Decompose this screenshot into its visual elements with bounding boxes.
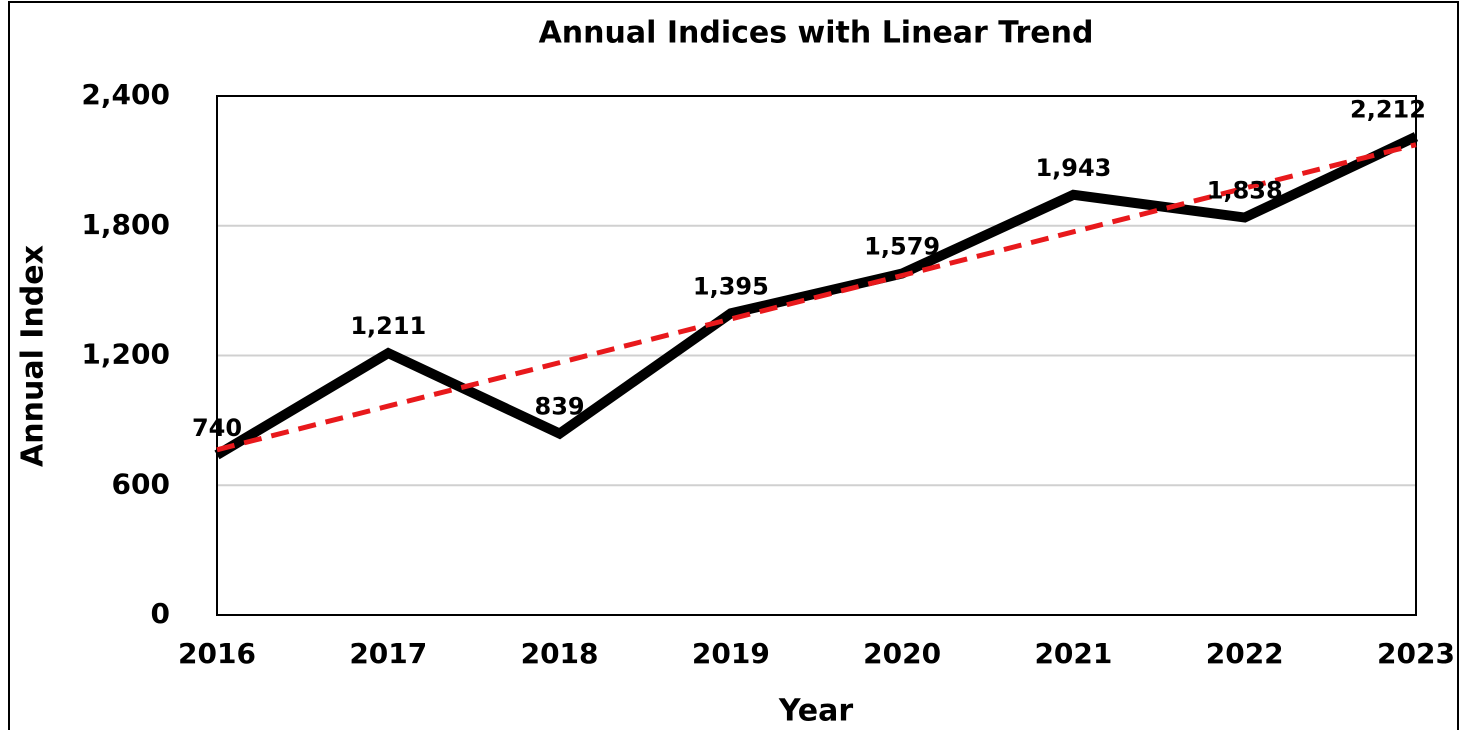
data-label: 1,838: [1207, 177, 1283, 205]
x-tick-label: 2017: [349, 637, 427, 670]
data-label: 1,579: [864, 233, 940, 261]
y-tick-label: 600: [112, 467, 170, 500]
x-tick-label: 2018: [521, 637, 599, 670]
trend-line: [216, 142, 1417, 453]
data-label: 1,211: [350, 312, 426, 340]
y-tick-label: 0: [151, 597, 170, 630]
y-tick-label: 1,800: [81, 208, 170, 241]
plot-frame: [216, 95, 1417, 616]
chart-title: Annual Indices with Linear Trend: [539, 16, 1094, 51]
y-tick-label: 2,400: [81, 78, 170, 111]
y-tick-label: 1,200: [81, 338, 170, 371]
x-tick-label: 2020: [863, 637, 941, 670]
x-tick-label: 2021: [1034, 637, 1112, 670]
y-axis-title: Annual Index: [16, 245, 51, 467]
chart-frame: [8, 1, 1459, 730]
data-line: [214, 132, 1419, 460]
x-tick-label: 2023: [1377, 637, 1455, 670]
data-label: 1,943: [1035, 154, 1111, 182]
data-label: 839: [535, 393, 585, 421]
x-tick-label: 2019: [692, 637, 770, 670]
x-tick-label: 2022: [1206, 637, 1284, 670]
x-tick-label: 2016: [178, 637, 256, 670]
data-label: 740: [192, 414, 242, 442]
data-label: 1,395: [693, 272, 769, 300]
data-label: 2,212: [1350, 96, 1426, 124]
x-axis-title: Year: [778, 694, 854, 729]
